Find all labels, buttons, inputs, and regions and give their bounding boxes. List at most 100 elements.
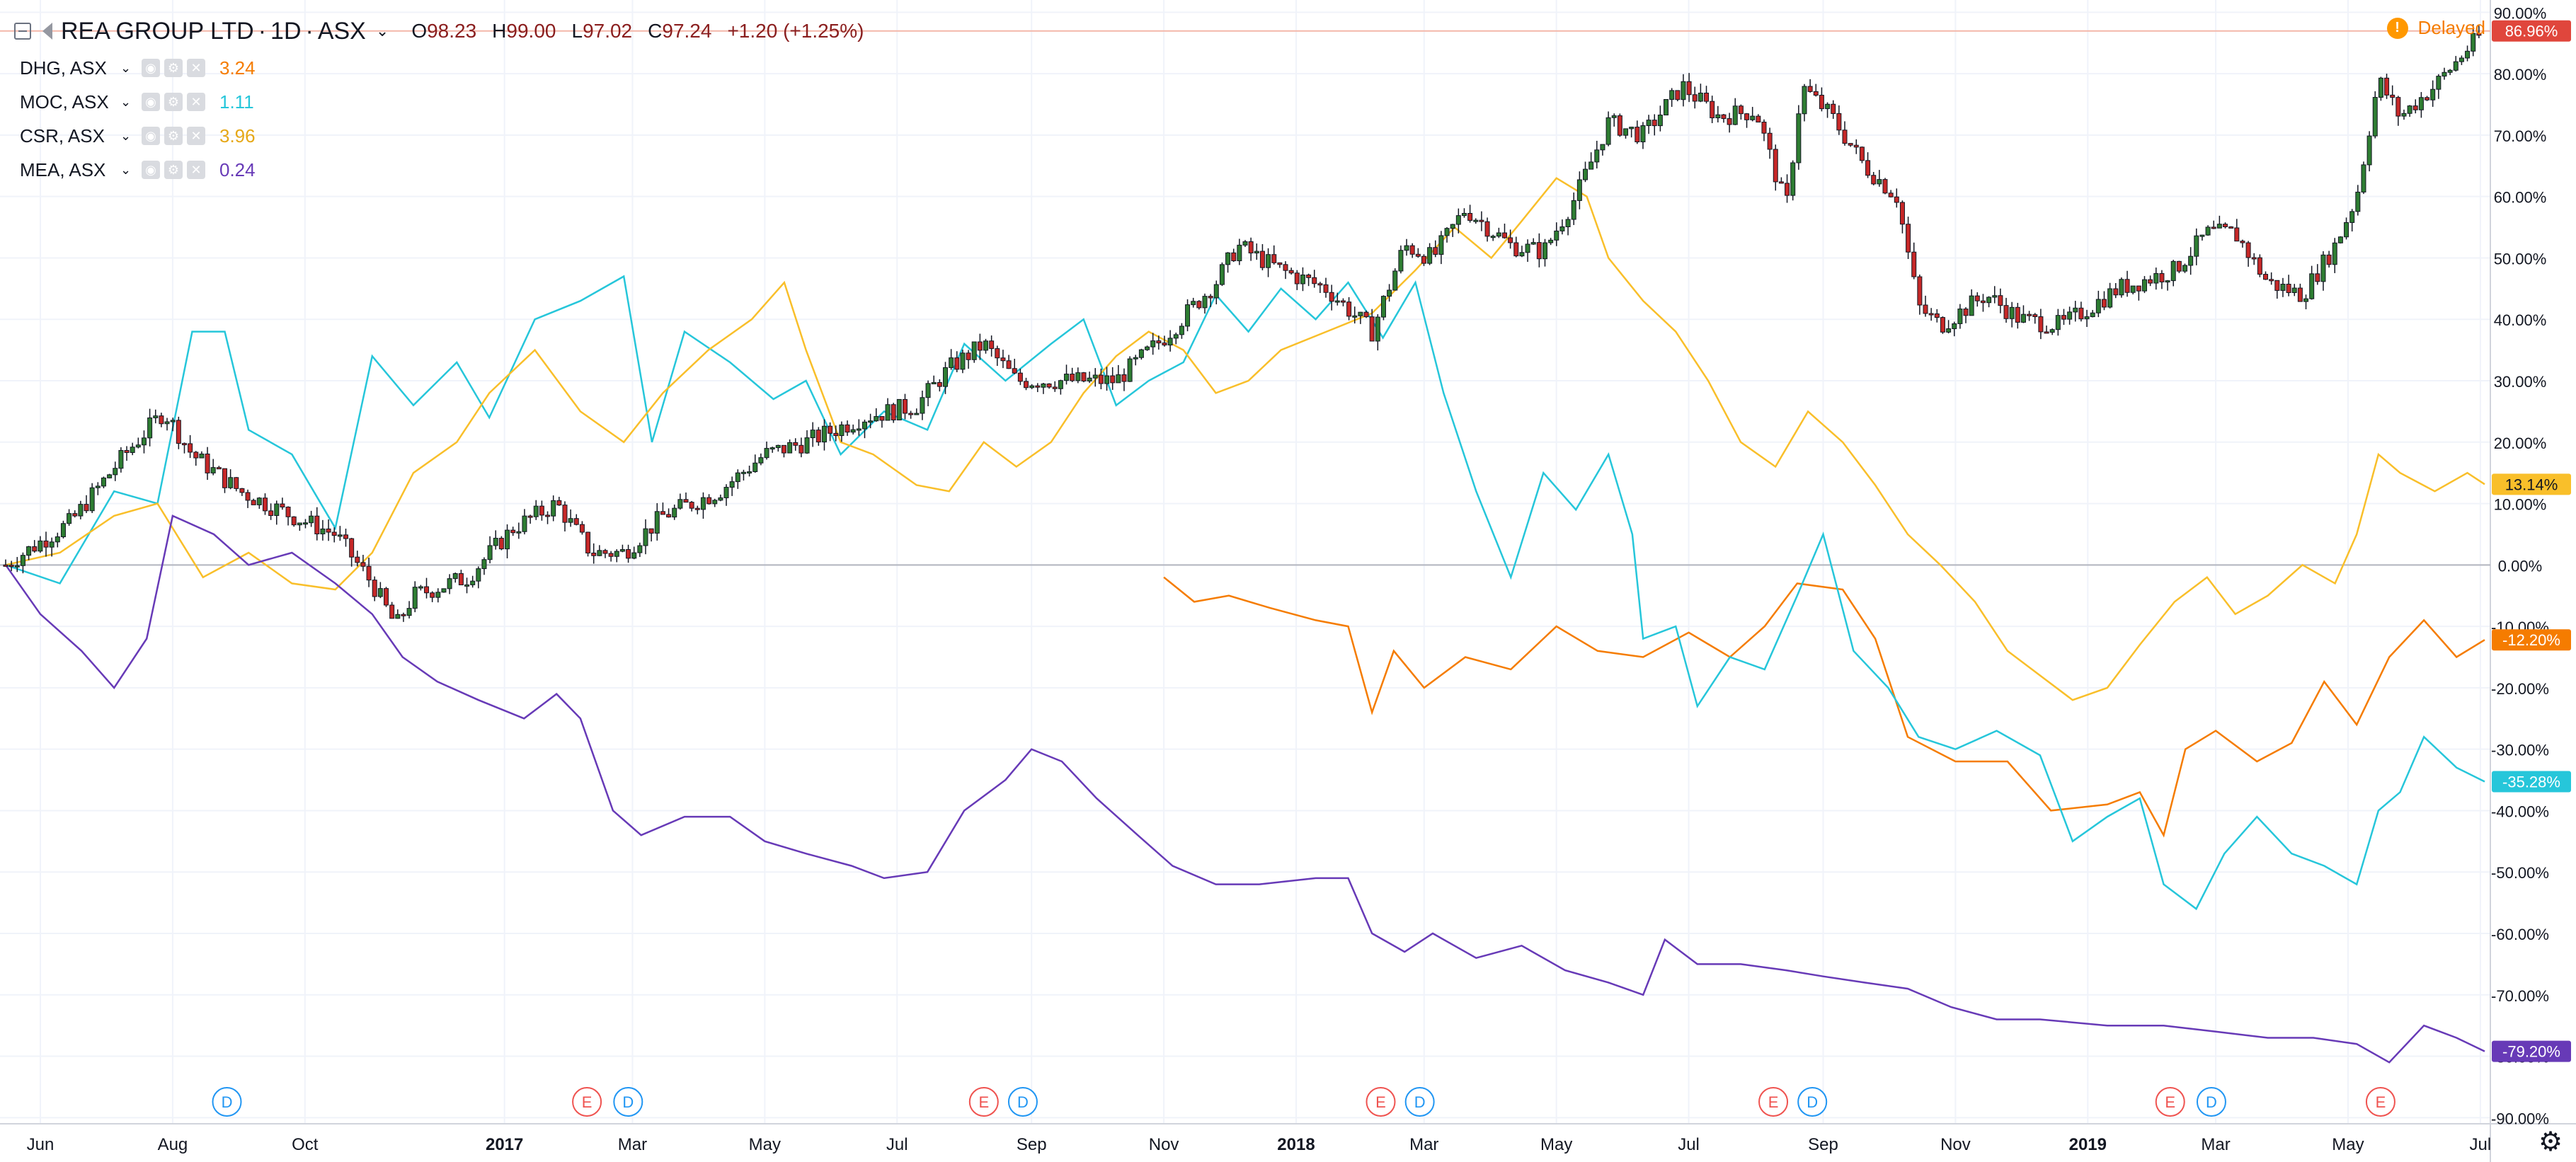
- candle-body: [631, 552, 637, 559]
- candle-body: [706, 497, 712, 505]
- chart-header: REA GROUP LTD · 1D · ASX ⌄ O98.23 H99.00…: [14, 13, 879, 50]
- candle-body: [101, 477, 106, 487]
- candle-body: [2344, 222, 2349, 238]
- compare-legend-mea[interactable]: MEA, ASX ⌄ ◉ ⚙ ✕ 0.24: [20, 154, 256, 185]
- dividend-marker: [613, 1087, 643, 1117]
- x-tick-label: Mar: [2201, 1135, 2230, 1154]
- y-tick-label: -70.00%: [2491, 987, 2549, 1005]
- compare-name[interactable]: MOC, ASX: [20, 91, 109, 113]
- x-tick-label: Mar: [1409, 1135, 1438, 1154]
- candle-body: [1623, 128, 1629, 136]
- y-axis[interactable]: 90.00% 80.00% 70.00% 60.00% 50.00% 40.00% 30.0…: [2491, 4, 2549, 1127]
- candle-body: [1392, 270, 1398, 291]
- compare-legend-csr[interactable]: CSR, ASX ⌄ ◉ ⚙ ✕ 3.96: [20, 120, 256, 151]
- candle-body: [1657, 115, 1663, 127]
- candle-body: [2170, 260, 2176, 282]
- candle-body: [2165, 280, 2170, 283]
- candle-body: [1605, 117, 1611, 145]
- candle-body: [885, 404, 891, 421]
- candle-body: [1058, 380, 1063, 389]
- interval[interactable]: 1D: [270, 17, 302, 45]
- y-tick-label: -50.00%: [2491, 864, 2549, 882]
- candle-body: [1444, 228, 1450, 236]
- candle-body: [2216, 224, 2222, 229]
- compare-name[interactable]: MEA, ASX: [20, 159, 106, 180]
- candle-body: [815, 430, 821, 443]
- candle-body: [943, 367, 949, 387]
- candle-body: [297, 522, 302, 526]
- gear-icon[interactable]: ⚙: [164, 59, 183, 77]
- delayed-badge[interactable]: ! Delayed: [2386, 17, 2485, 39]
- candle-body: [1427, 247, 1433, 264]
- candle-body: [1600, 144, 1605, 151]
- close-icon[interactable]: ✕: [187, 93, 205, 111]
- candle-body: [498, 538, 504, 550]
- last-value-badge: [2492, 771, 2571, 793]
- candle-body: [2148, 279, 2153, 284]
- high-label: H: [492, 20, 507, 42]
- eye-icon[interactable]: ◉: [142, 93, 160, 111]
- eye-icon[interactable]: ◉: [142, 127, 160, 145]
- event-marker-label: E: [2165, 1093, 2175, 1111]
- candle-body: [602, 550, 608, 554]
- candle-body: [331, 531, 337, 536]
- chevron-down-icon[interactable]: ⌄: [120, 60, 132, 75]
- flag-icon[interactable]: [42, 23, 52, 40]
- gear-icon[interactable]: ⚙: [164, 127, 183, 145]
- candle-body: [1761, 122, 1767, 134]
- y-tick-label: -60.00%: [2491, 926, 2549, 943]
- candle-body: [1259, 251, 1265, 268]
- candle-body: [1017, 372, 1023, 382]
- collapse-icon[interactable]: [14, 23, 31, 40]
- candle-body: [1433, 247, 1438, 255]
- candle-body: [239, 488, 245, 493]
- candle-body: [141, 437, 147, 446]
- chevron-down-icon[interactable]: ⌄: [120, 94, 132, 109]
- candle-body: [493, 538, 498, 546]
- x-tick-label: Oct: [292, 1135, 319, 1154]
- candle-body: [32, 546, 38, 552]
- compare-name[interactable]: DHG, ASX: [20, 57, 107, 79]
- x-axis[interactable]: Jun Aug Oct 2017 Mar May Jul Sep Nov 2018 Mar May Ju…: [27, 1135, 2492, 1154]
- candle-body: [406, 608, 412, 616]
- candle-body: [2332, 242, 2337, 265]
- chevron-down-icon[interactable]: ⌄: [375, 22, 389, 40]
- candle-body: [573, 518, 579, 525]
- candle-body: [210, 467, 216, 473]
- candle-body: [1871, 175, 1877, 185]
- eye-icon[interactable]: ◉: [142, 59, 160, 77]
- candle-body: [1329, 292, 1334, 302]
- last-value-labels: 86.96% -12.20% -35.28% 13.14% -79.20%: [2492, 20, 2571, 1062]
- compare-legend-dhg[interactable]: DHG, ASX ⌄ ◉ ⚙ ✕ 3.24: [20, 52, 256, 84]
- chevron-down-icon[interactable]: ⌄: [120, 162, 132, 177]
- last-value-text: -35.28%: [2502, 773, 2560, 790]
- candle-body: [3, 564, 8, 567]
- compare-name[interactable]: CSR, ASX: [20, 125, 105, 146]
- close-icon[interactable]: ✕: [187, 59, 205, 77]
- close-icon[interactable]: ✕: [187, 161, 205, 179]
- gear-icon[interactable]: ⚙: [2538, 1127, 2563, 1157]
- compare-legend-moc[interactable]: MOC, ASX ⌄ ◉ ⚙ ✕ 1.11: [20, 86, 254, 117]
- candle-body: [1842, 130, 1848, 144]
- candle-body: [787, 442, 793, 454]
- x-tick-label: Jul: [886, 1135, 908, 1154]
- eye-icon[interactable]: ◉: [142, 161, 160, 179]
- event-marker-label: D: [1017, 1093, 1029, 1111]
- candle-body: [360, 562, 366, 567]
- earnings-marker: [1366, 1087, 1396, 1117]
- close-icon[interactable]: ✕: [187, 127, 205, 145]
- candle-body: [579, 524, 585, 533]
- x-tick-label: May: [1540, 1135, 1572, 1154]
- x-tick-label: 2018: [1277, 1135, 1315, 1154]
- candle-body: [1986, 297, 1992, 304]
- symbol-name[interactable]: REA GROUP LTD: [61, 17, 254, 45]
- chevron-down-icon[interactable]: ⌄: [120, 128, 132, 143]
- candle-body: [135, 444, 141, 448]
- candle-body: [1035, 385, 1041, 388]
- gear-icon[interactable]: ⚙: [164, 93, 183, 111]
- candle-body: [908, 413, 914, 415]
- series-line-mea: [4, 514, 2485, 1064]
- gear-icon[interactable]: ⚙: [164, 161, 183, 179]
